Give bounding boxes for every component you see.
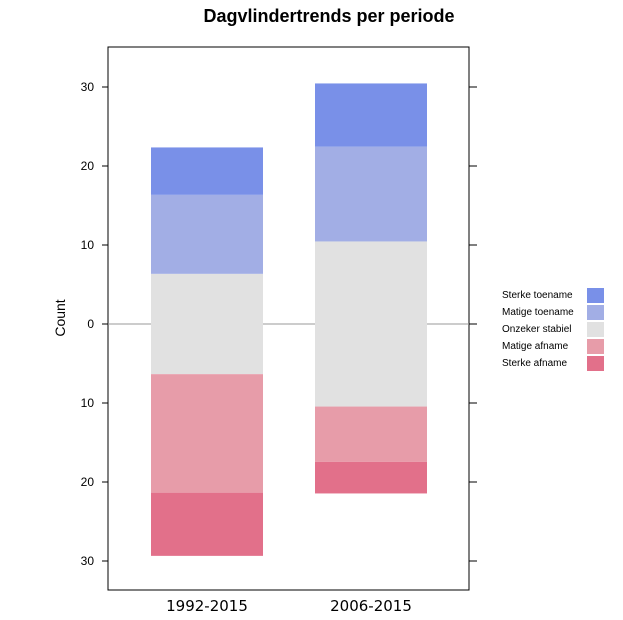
legend: Sterke toename Matige toename Onzeker stab…	[502, 288, 604, 371]
bar-segment-onzeker-stabiel-2006-2015	[315, 241, 427, 407]
plot-frame	[107, 46, 470, 591]
legend-label: Matige afname	[502, 341, 569, 352]
bar-segment-matige-toename-1992-2015	[151, 194, 263, 274]
bar-segment-onzeker-stabiel-1992-2015	[151, 273, 263, 375]
chart-title: Dagvlindertrends per periode	[203, 6, 454, 26]
legend-label: Sterke afname	[502, 358, 567, 369]
bars-layer	[151, 83, 427, 556]
legend-label: Onzeker stabiel	[502, 324, 571, 335]
y-tick-label: 30	[81, 80, 95, 94]
y-axis: 30 20 10 0 10 20 30	[81, 80, 108, 568]
bar-segment-sterke-toename-1992-2015	[151, 147, 263, 195]
bar-segment-sterke-toename-2006-2015	[315, 83, 427, 147]
x-tick-label: 1992-2015	[166, 597, 248, 615]
bar-segment-sterke-afname-1992-2015	[151, 492, 263, 556]
y-tick-label: 0	[87, 317, 94, 331]
bar-segment-sterke-afname-2006-2015	[315, 461, 427, 494]
legend-swatch	[587, 322, 604, 337]
y-tick-label: 10	[81, 238, 95, 252]
y-tick-label: 20	[81, 475, 95, 489]
y-tick-label: 20	[81, 159, 95, 173]
legend-swatch	[587, 288, 604, 303]
y-axis-label: Count	[52, 299, 68, 336]
bar-segment-matige-toename-2006-2015	[315, 146, 427, 242]
bar-segment-matige-afname-1992-2015	[151, 374, 263, 493]
bar-segment-matige-afname-2006-2015	[315, 406, 427, 462]
legend-label: Sterke toename	[502, 290, 573, 301]
y-tick-label: 30	[81, 554, 95, 568]
legend-swatch	[587, 339, 604, 354]
legend-label: Matige toename	[502, 307, 574, 318]
x-tick-label: 2006-2015	[330, 597, 412, 615]
y-tick-label: 10	[81, 396, 95, 410]
legend-swatch	[587, 356, 604, 371]
legend-swatch	[587, 305, 604, 320]
y-axis-right	[469, 86, 477, 562]
x-axis: 1992-2015 2006-2015	[166, 597, 412, 615]
